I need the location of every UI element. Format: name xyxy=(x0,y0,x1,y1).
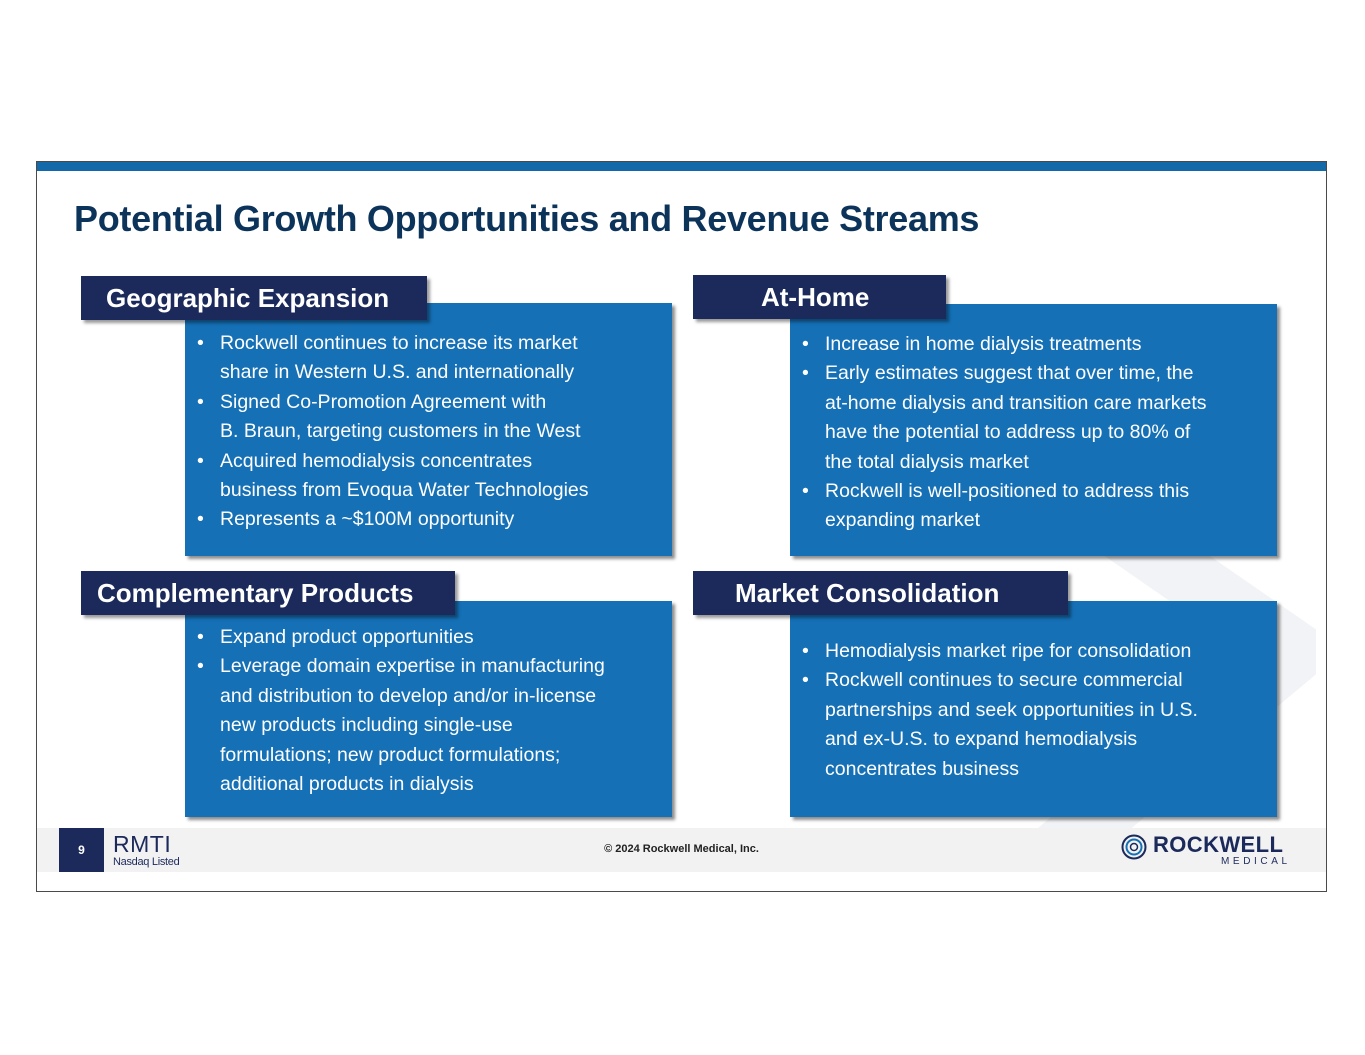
footer-bar xyxy=(37,828,1326,872)
bullet-line: the total dialysis market xyxy=(825,450,1029,473)
bullet-line: and ex-U.S. to expand hemodialysis xyxy=(825,728,1138,751)
logo-wordmark: ROCKWELL xyxy=(1153,832,1284,857)
bullet-item: Represents a ~$100M opportunity xyxy=(195,505,589,535)
bullet-line: additional products in dialysis xyxy=(220,773,474,796)
complementary-products-bullets: Expand product opportunities Leverage dom… xyxy=(195,623,605,799)
copyright-text: © 2024 Rockwell Medical, Inc. xyxy=(604,843,759,855)
bullet-line: Signed Co-Promotion Agreement with xyxy=(220,390,547,413)
bullet-line: expanding market xyxy=(825,509,981,532)
bullet-item: Signed Co-Promotion Agreement with B. Bra… xyxy=(195,388,589,447)
bullet-line: Leverage domain expertise in manufacturi… xyxy=(220,655,605,678)
logo-subtext: MEDICAL xyxy=(1221,856,1291,867)
slide: Potential Growth Opportunities and Reven… xyxy=(36,161,1327,892)
bullet-item: Expand product opportunities xyxy=(195,623,605,653)
rockwell-medical-logo: ROCKWELL MEDICAL xyxy=(1121,833,1301,869)
at-home-bullets: Increase in home dialysis treatments Earl… xyxy=(800,330,1207,536)
ticker-badge: RMTI Nasdaq Listed xyxy=(113,831,180,868)
bullet-line: Increase in home dialysis treatments xyxy=(825,333,1142,355)
geographic-expansion-header: Geographic Expansion xyxy=(81,276,427,320)
complementary-products-box: Expand product opportunities Leverage dom… xyxy=(185,601,672,817)
at-home-box: Increase in home dialysis treatments Earl… xyxy=(790,304,1277,556)
market-consolidation-header: Market Consolidation xyxy=(693,571,1068,615)
rockwell-ring-logo-icon xyxy=(1121,834,1147,860)
slide-title: Potential Growth Opportunities and Reven… xyxy=(74,198,980,239)
geographic-expansion-bullets: Rockwell continues to increase its marke… xyxy=(195,329,589,535)
at-home-header: At-Home xyxy=(693,275,946,319)
geographic-expansion-box: Rockwell continues to increase its marke… xyxy=(185,303,672,556)
market-consolidation-bullets: Hemodialysis market ripe for consolidati… xyxy=(800,637,1198,784)
page-number: 9 xyxy=(59,828,104,872)
bullet-item: Rockwell continues to increase its marke… xyxy=(195,329,589,388)
bullet-line: concentrates business xyxy=(825,757,1020,780)
bullet-line: Rockwell is well-positioned to address t… xyxy=(825,480,1190,503)
bullet-item: Hemodialysis market ripe for consolidati… xyxy=(800,637,1198,667)
bullet-item: Increase in home dialysis treatments xyxy=(800,330,1207,360)
bullet-line: new products including single-use xyxy=(220,714,513,737)
bullet-line: formulations; new product formulations; xyxy=(220,743,561,766)
bullet-line: and distribution to develop and/or in-li… xyxy=(220,684,597,707)
bullet-item: Acquired hemodialysis concentrates busine… xyxy=(195,447,589,506)
ticker-symbol: RMTI xyxy=(113,831,172,857)
bullet-item: Rockwell continues to secure commercial p… xyxy=(800,666,1198,784)
bullet-line: partnerships and seek opportunities in U… xyxy=(825,698,1198,721)
complementary-products-header: Complementary Products xyxy=(81,571,455,615)
bullet-line: have the potential to address up to 80% … xyxy=(825,421,1191,444)
ticker-exchange: Nasdaq Listed xyxy=(113,856,180,868)
bullet-line: Represents a ~$100M opportunity xyxy=(220,508,515,531)
bullet-item: Rockwell is well-positioned to address t… xyxy=(800,477,1207,536)
bullet-line: B. Braun, targeting customers in the Wes… xyxy=(220,420,581,443)
bullet-line: Early estimates suggest that over time, … xyxy=(825,362,1194,385)
bullet-line: Expand product opportunities xyxy=(220,626,474,648)
bullet-line: business from Evoqua Water Technologies xyxy=(220,479,589,502)
bullet-line: share in Western U.S. and internationall… xyxy=(220,361,575,384)
bullet-item: Leverage domain expertise in manufacturi… xyxy=(195,652,605,799)
bullet-line: Acquired hemodialysis concentrates xyxy=(220,449,533,472)
top-accent-bar xyxy=(37,162,1326,171)
bullet-item: Early estimates suggest that over time, … xyxy=(800,359,1207,477)
bullet-line: Rockwell continues to secure commercial xyxy=(825,669,1183,692)
bullet-line: Hemodialysis market ripe for consolidati… xyxy=(825,640,1192,662)
market-consolidation-box: Hemodialysis market ripe for consolidati… xyxy=(790,601,1277,817)
bullet-line: at-home dialysis and transition care mar… xyxy=(825,391,1207,414)
bullet-line: Rockwell continues to increase its marke… xyxy=(220,332,578,354)
